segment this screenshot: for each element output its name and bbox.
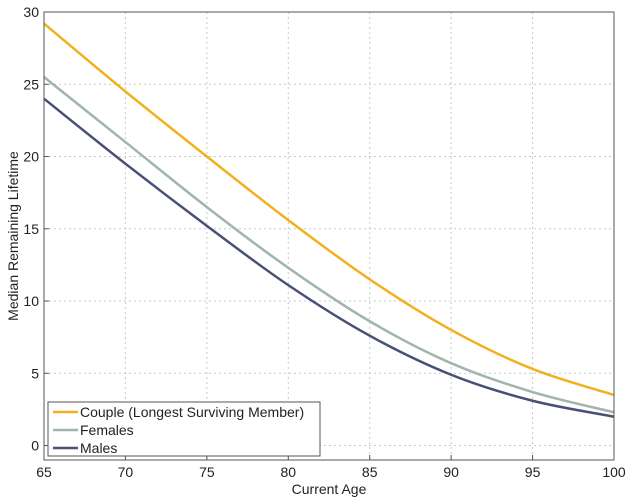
y-axis-label: Median Remaining Lifetime [5,151,21,321]
y-tick-label: 30 [23,4,39,20]
x-tick-label: 100 [602,464,626,480]
y-tick-label: 25 [23,76,39,92]
y-tick-label: 15 [23,221,39,237]
series-line-couple [43,22,615,397]
grid [43,11,615,460]
y-tick-label: 5 [31,365,39,381]
legend-label: Couple (Longest Surviving Member) [80,404,304,420]
x-axis-label: Current Age [292,481,367,497]
x-tick-label: 80 [280,464,296,480]
series-lines [43,22,615,418]
x-tick-label: 70 [118,464,134,480]
plot-frame [43,11,615,461]
legend-label: Males [80,440,117,456]
legend-label: Females [80,422,134,438]
x-tick-label: 90 [443,464,459,480]
y-tick-label: 0 [31,438,39,454]
x-tick-label: 75 [199,464,215,480]
x-tick-label: 85 [362,464,378,480]
axis-ticks: 65 70 75 80 85 90 95 100 0 5 10 15 20 25 30 [23,4,625,480]
x-tick-label: 95 [525,464,541,480]
legend-box [47,401,321,457]
x-tick-label: 65 [36,464,52,480]
legend: Couple (Longest Surviving Member) Females… [47,401,321,457]
series-line-males [43,97,615,418]
y-tick-label: 10 [23,293,39,309]
series-line-females [43,76,615,414]
y-tick-label: 20 [23,149,39,165]
